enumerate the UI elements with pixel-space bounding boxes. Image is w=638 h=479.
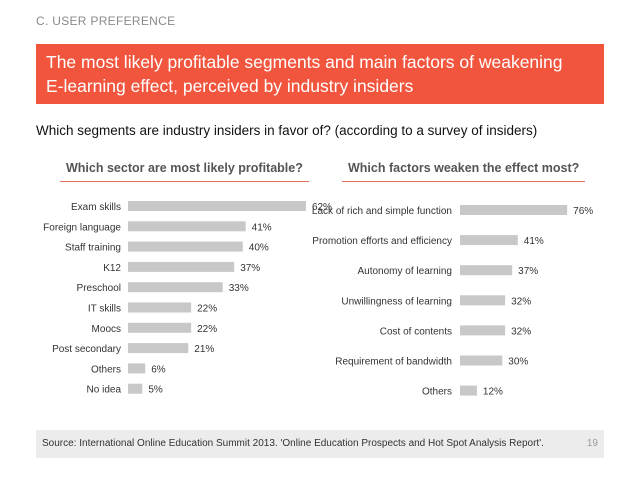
right-category-label: Promotion efforts and efficiency [312,236,452,247]
right-category-label: Requirement of bandwidth [335,357,452,368]
right-category-label: Autonomy of learning [357,266,452,277]
left-category-label: No idea [87,385,122,396]
right-value-label: 32% [511,326,531,337]
right-chart-title: Which factors weaken the effect most? [342,161,586,182]
right-value-label: 12% [483,387,503,398]
left-value-label: 40% [249,243,269,254]
survey-question: Which segments are industry insiders in … [36,123,538,138]
left-bar [128,322,192,333]
right-category-label: Lack of rich and simple function [312,206,452,217]
footer: Source: International Online Education S… [36,430,604,458]
left-bar [128,261,235,272]
title-band: The most likely profitable segments and … [36,44,604,104]
right-category-label: Cost of contents [380,326,452,337]
right-value-label: 30% [508,357,528,368]
left-category-label: Foreign language [43,222,121,233]
left-chart-title-underline [60,181,309,182]
left-bar [128,221,246,232]
left-category-label: IT skills [88,304,121,315]
right-bar [460,295,506,306]
right-bar [460,385,477,396]
left-bar [128,302,192,313]
left-value-label: 33% [229,283,249,294]
left-category-label: Moocs [92,324,121,335]
left-value-label: 6% [151,364,166,375]
left-value-label: 5% [148,385,163,396]
left-bar [128,201,306,211]
left-category-label: Post secondary [52,344,121,355]
left-bar [128,363,146,374]
left-value-label: 37% [240,263,260,274]
right-category-label: Unwillingness of learning [341,296,452,307]
left-bar [128,383,143,394]
right-value-label: 41% [524,236,544,247]
source-note: Source: International Online Education S… [42,438,544,449]
right-chart-title-text: Which factors weaken the effect most? [348,161,580,175]
left-value-label: 21% [194,344,214,355]
left-chart-title-text: Which sector are most likely profitable? [66,161,303,175]
left-category-label: Exam skills [71,202,121,213]
left-category-label: Staff training [65,243,121,254]
page-number: 19 [586,438,598,449]
left-category-label: Preschool [77,283,121,294]
left-category-label: K12 [103,263,121,274]
section-label: C. USER PREFERENCE [36,14,176,28]
left-chart-title: Which sector are most likely profitable? [60,161,309,182]
left-bar [128,241,243,252]
page-title-line-1: The most likely profitable segments and … [46,52,563,72]
right-category-label: Others [422,387,452,398]
page-title-line-2: E-learning effect, perceived by industry… [46,76,414,96]
left-bar [128,343,189,354]
left-value-label: 62% [312,202,332,213]
right-value-label: 32% [511,296,531,307]
right-bar [460,205,568,215]
left-value-label: 22% [197,304,217,315]
right-value-label: 76% [573,206,593,217]
right-bar [460,235,518,246]
right-bar [460,325,506,336]
left-category-label: Others [91,364,121,375]
right-value-label: 37% [518,266,538,277]
left-bar [128,282,223,293]
right-bar [460,355,503,366]
left-value-label: 22% [197,324,217,335]
right-bar [460,265,513,276]
right-chart-title-underline [342,181,586,182]
left-value-label: 41% [252,222,272,233]
